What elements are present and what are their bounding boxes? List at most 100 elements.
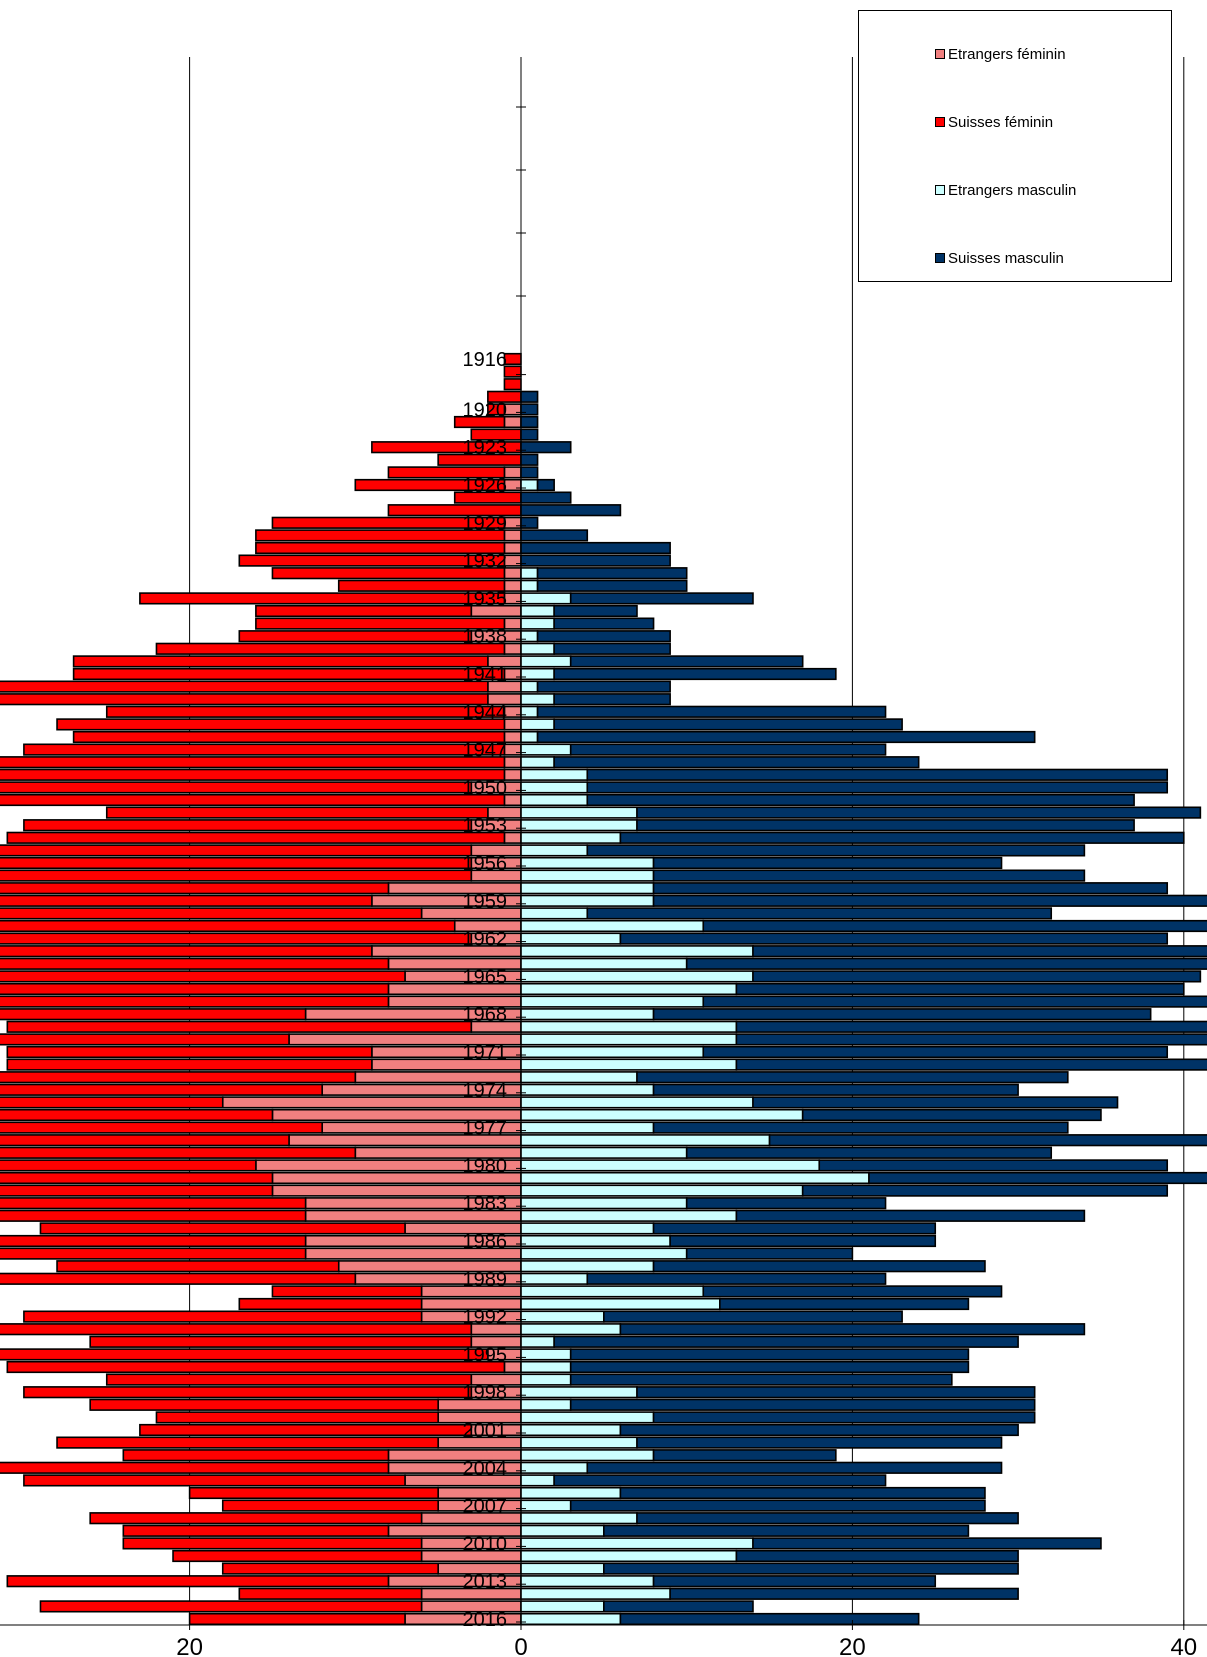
bar-suisses-masculin <box>735 1209 1086 1222</box>
bar-etrangers-masculin <box>520 1360 572 1374</box>
year-label: 1956 <box>463 853 508 875</box>
bar-suisses-masculin <box>652 1222 937 1235</box>
bar-suisses-feminin <box>354 478 506 492</box>
bar-suisses-masculin <box>652 1260 986 1273</box>
bar-suisses-feminin <box>0 1461 390 1474</box>
year-label: 1932 <box>463 551 508 573</box>
bar-suisses-feminin <box>188 1612 406 1626</box>
bar-suisses-feminin <box>255 604 473 618</box>
bar-suisses-masculin <box>801 1108 1102 1122</box>
bar-suisses-masculin <box>586 844 1086 857</box>
bar-suisses-masculin <box>536 630 671 643</box>
bar-suisses-masculin <box>603 1562 1019 1575</box>
bar-suisses-feminin <box>105 705 506 718</box>
bar-suisses-masculin <box>868 1171 1207 1185</box>
bar-etrangers-masculin <box>520 1474 555 1487</box>
bar-etrangers-masculin <box>520 1537 754 1550</box>
bar-etrangers-masculin <box>520 1184 804 1197</box>
bar-suisses-feminin <box>238 1297 423 1311</box>
bar-suisses-feminin <box>221 1562 439 1575</box>
year-label: 1992 <box>463 1307 508 1329</box>
bar-suisses-feminin <box>23 1474 406 1487</box>
bar-etrangers-masculin <box>520 1524 605 1537</box>
bar-etrangers-masculin <box>520 982 738 996</box>
legend-swatch <box>935 49 945 59</box>
bar-suisses-feminin <box>0 844 473 857</box>
year-label: 2013 <box>463 1571 508 1593</box>
bar-etrangers-masculin <box>520 1335 555 1348</box>
bar-suisses-feminin <box>0 1008 307 1021</box>
bar-suisses-masculin <box>536 579 688 592</box>
bar-suisses-feminin <box>0 1184 274 1197</box>
bar-etrangers-masculin <box>520 1159 821 1172</box>
x-tick-label: 0 <box>514 1634 527 1657</box>
bar-etrangers-masculin <box>520 957 688 970</box>
bar-suisses-masculin <box>669 1587 1019 1600</box>
bar-etrangers-masculin <box>520 730 539 744</box>
bar-suisses-feminin <box>0 1272 357 1285</box>
bar-suisses-masculin <box>652 882 1169 895</box>
bar-suisses-feminin <box>105 806 489 819</box>
bar-suisses-masculin <box>520 504 622 517</box>
x-tick-label: 40 <box>1170 1634 1197 1657</box>
year-label: 1938 <box>463 626 508 648</box>
bar-suisses-masculin <box>586 1461 1003 1474</box>
bar-suisses-masculin <box>553 667 837 681</box>
year-label: 2001 <box>463 1420 508 1442</box>
bar-suisses-masculin <box>768 1134 1207 1147</box>
bar-suisses-feminin <box>271 516 506 529</box>
bar-etrangers-masculin <box>520 1411 655 1424</box>
bar-etrangers-masculin <box>520 1386 638 1399</box>
year-label: 1959 <box>463 891 508 913</box>
year-label: 2016 <box>463 1609 508 1631</box>
bar-suisses-masculin <box>586 1272 887 1285</box>
bar-etrangers-masculin <box>520 567 539 580</box>
bar-suisses-masculin <box>735 1058 1207 1071</box>
bar-suisses-masculin <box>553 604 638 618</box>
bar-suisses-feminin <box>271 1285 423 1298</box>
bar-suisses-masculin <box>603 1310 903 1323</box>
bar-etrangers-masculin <box>520 1096 754 1109</box>
bar-etrangers-masculin <box>520 1348 572 1361</box>
bar-etrangers-masculin <box>520 1008 655 1021</box>
bar-suisses-feminin <box>39 1222 406 1235</box>
bar-suisses-feminin <box>188 1486 439 1500</box>
bar-suisses-feminin <box>23 1310 423 1323</box>
bar-suisses-masculin <box>702 919 1207 933</box>
legend-swatch <box>935 117 945 127</box>
bar-etrangers-masculin <box>520 1260 655 1273</box>
bar-suisses-feminin <box>0 945 373 958</box>
bar-etrangers-masculin <box>520 882 655 895</box>
bar-suisses-feminin <box>0 1071 357 1084</box>
bar-suisses-feminin <box>155 1411 439 1424</box>
bar-etrangers-masculin <box>520 630 539 643</box>
bar-suisses-feminin <box>56 1260 340 1273</box>
bar-suisses-feminin <box>0 907 423 920</box>
bar-suisses-masculin <box>719 1297 970 1311</box>
bar-etrangers-masculin <box>520 856 655 870</box>
bar-etrangers-masculin <box>520 1222 655 1235</box>
bar-suisses-masculin <box>685 1146 1053 1159</box>
bar-etrangers-masculin <box>520 1600 605 1613</box>
year-label: 1977 <box>463 1118 508 1140</box>
bar-suisses-masculin <box>536 730 1036 744</box>
bar-etrangers-masculin <box>520 705 539 718</box>
bar-etrangers-masculin <box>520 1486 622 1500</box>
year-label: 2004 <box>463 1458 508 1480</box>
bar-suisses-feminin <box>0 869 473 882</box>
bar-etrangers-masculin <box>520 617 555 630</box>
bar-etrangers-masculin <box>520 1310 605 1323</box>
bar-suisses-masculin <box>569 743 887 756</box>
legend-swatch <box>935 185 945 195</box>
bar-suisses-masculin <box>652 1008 1152 1021</box>
legend-label: Etrangers masculin <box>948 181 1077 199</box>
bar-suisses-masculin <box>702 1285 1003 1298</box>
bar-suisses-masculin <box>702 995 1207 1008</box>
bar-etrangers-masculin <box>520 1562 605 1575</box>
bar-suisses-feminin <box>0 1096 224 1109</box>
bar-suisses-masculin <box>735 1033 1207 1046</box>
year-label: 1962 <box>463 929 508 951</box>
bar-etrangers-masculin <box>520 1083 655 1096</box>
bar-suisses-feminin <box>0 1083 323 1096</box>
